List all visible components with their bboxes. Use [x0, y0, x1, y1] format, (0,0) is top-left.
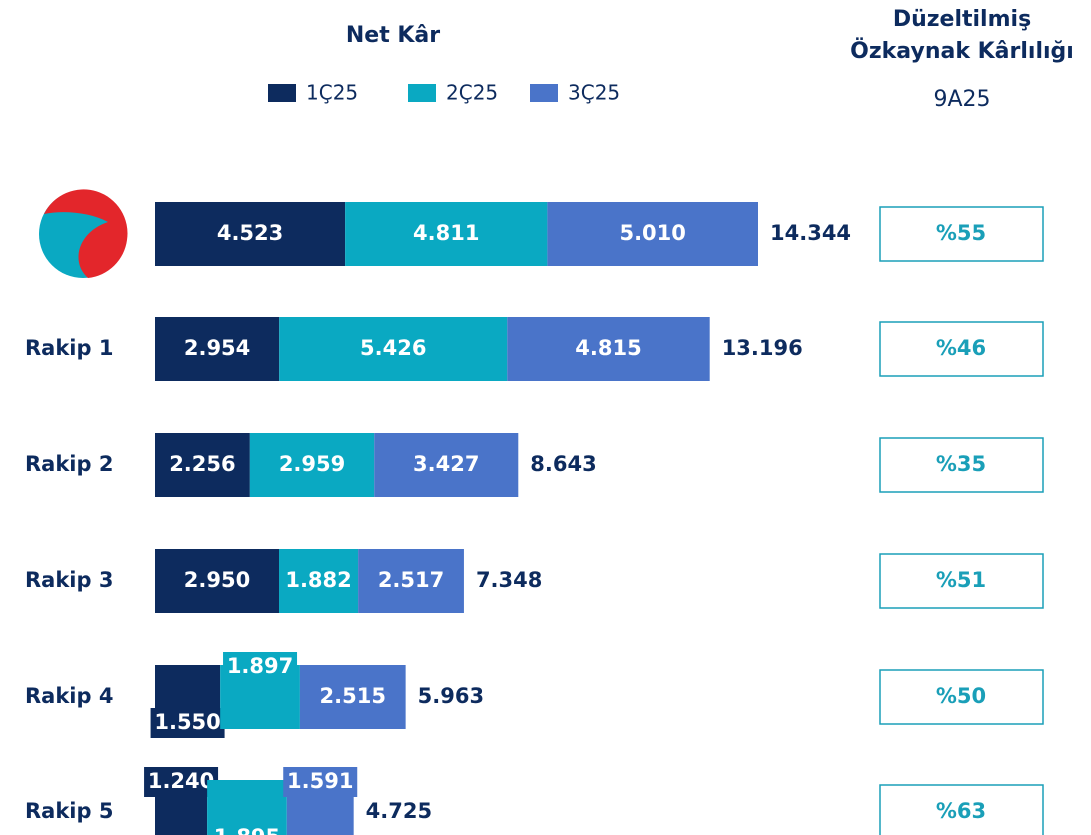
- total-label: 5.963: [418, 684, 484, 708]
- bar-value-label: 2.959: [279, 452, 345, 476]
- roe-box: [879, 553, 1044, 609]
- bar-segment: [279, 317, 508, 381]
- roe-title: Düzeltilmiş: [893, 7, 1031, 32]
- legend-swatch: [408, 84, 436, 102]
- bar-value-label: 1.240: [148, 769, 214, 793]
- bar-value-label: 1.882: [285, 568, 351, 592]
- bar-value-label: 1.895: [214, 825, 280, 835]
- bar-segment: [155, 317, 280, 381]
- bar-value-label: 4.811: [413, 221, 479, 245]
- label-box: [223, 652, 298, 682]
- roe-value: %46: [936, 336, 986, 360]
- roe-box: [879, 784, 1044, 835]
- bar-segment: [345, 202, 548, 266]
- category-label: Rakip 4: [25, 684, 113, 708]
- roe-value: %35: [936, 452, 986, 476]
- roe-box: [879, 321, 1044, 377]
- category-label: Rakip 5: [25, 799, 113, 823]
- total-label: 4.725: [366, 799, 432, 823]
- bar-segment: [279, 549, 359, 613]
- roe-value: %50: [936, 684, 986, 708]
- label-box: [209, 823, 284, 835]
- roe-box: [879, 437, 1044, 493]
- logo: [39, 189, 128, 278]
- total-label: 8.643: [530, 452, 596, 476]
- bar-value-label: 4.815: [575, 336, 641, 360]
- roe-value: %55: [936, 221, 986, 245]
- roe-value: %51: [936, 568, 986, 592]
- bar-value-label: 2.950: [184, 568, 250, 592]
- total-label: 14.344: [770, 221, 851, 245]
- label-box: [144, 767, 219, 797]
- category-label: Rakip 2: [25, 452, 113, 476]
- bar-segment: [358, 549, 464, 613]
- legend-label: 1Ç25: [306, 81, 358, 105]
- bar-segment: [155, 549, 280, 613]
- bar-segment: [547, 202, 758, 266]
- bar-value-label: 2.517: [378, 568, 444, 592]
- legend-swatch: [268, 84, 296, 102]
- legend-label: 3Ç25: [568, 81, 620, 105]
- legend-swatch: [530, 84, 558, 102]
- bar-value-label: 2.515: [320, 684, 386, 708]
- bar-value-label: 1.591: [287, 769, 353, 793]
- category-label: Rakip 1: [25, 336, 113, 360]
- roe-value: %63: [936, 799, 986, 823]
- roe-box: [879, 206, 1044, 262]
- legend-label: 2Ç25: [446, 81, 498, 105]
- bar-segment: [155, 202, 346, 266]
- bar-value-label: 1.897: [227, 654, 293, 678]
- category-label: Rakip 3: [25, 568, 113, 592]
- roe-box: [879, 669, 1044, 725]
- total-label: 13.196: [722, 336, 803, 360]
- bar-value-label: 2.256: [169, 452, 235, 476]
- bar-value-label: 5.426: [360, 336, 426, 360]
- label-box: [283, 767, 358, 797]
- bar-segment: [155, 433, 250, 497]
- bar-segment: [374, 433, 519, 497]
- bar-value-label: 5.010: [619, 221, 685, 245]
- roe-subtitle: 9A25: [933, 87, 990, 112]
- chart-title: Net Kâr: [346, 23, 440, 48]
- label-box: [150, 708, 225, 738]
- bar-segment: [299, 665, 406, 729]
- bar-segment: [507, 317, 710, 381]
- bar-value-label: 2.954: [184, 336, 250, 360]
- total-label: 7.348: [476, 568, 542, 592]
- roe-title: Özkaynak Kârlılığı: [850, 38, 1074, 64]
- bar-value-label: 1.550: [154, 710, 220, 734]
- bar-value-label: 4.523: [217, 221, 283, 245]
- bar-value-label: 3.427: [413, 452, 479, 476]
- bar-segment: [249, 433, 375, 497]
